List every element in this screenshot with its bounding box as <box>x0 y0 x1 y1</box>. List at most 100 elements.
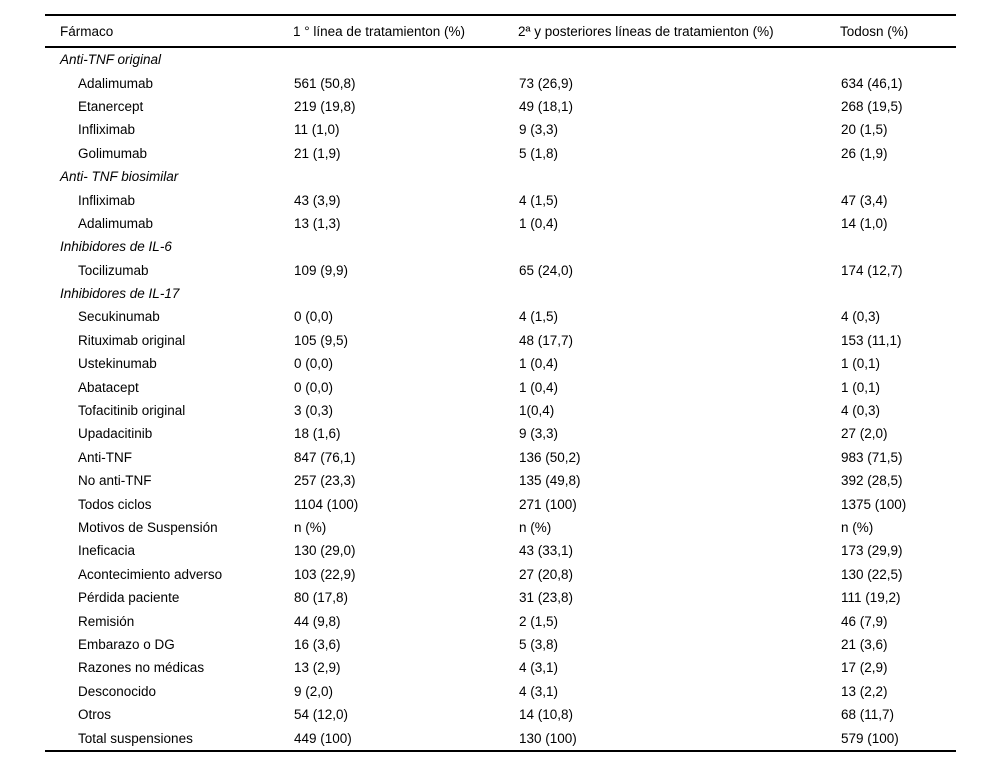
row-value: 17 (2,9) <box>841 660 888 676</box>
table-body: Anti-TNF original Adalimumab 561 (50,8) 73 … <box>45 47 956 751</box>
row-value: 44 (9,8) <box>294 613 341 629</box>
row-value: 2 (1,5) <box>519 613 559 629</box>
row-value: 271 (100) <box>519 496 577 512</box>
table-row: Remisión 44 (9,8) 2 (1,5) 46 (7,9) <box>45 609 956 632</box>
row-value: 173 (29,9) <box>841 543 903 559</box>
row-value: 14 (10,8) <box>519 707 574 723</box>
row-value: 103 (22,9) <box>294 566 356 582</box>
row-value: n (%) <box>294 520 327 535</box>
section-row: Inhibidores de IL-6 <box>45 235 956 258</box>
table-row: Razones no médicas 13 (2,9) 4 (3,1) 17 (2,9… <box>45 656 956 679</box>
row-label: Abatacept <box>78 379 139 395</box>
row-value: 46 (7,9) <box>841 613 888 629</box>
row-label: No anti-TNF <box>78 473 152 489</box>
row-value: 0 (0,0) <box>294 379 334 395</box>
row-value: 1 (0,1) <box>841 356 881 372</box>
table-row: Infliximab 43 (3,9) 4 (1,5) 47 (3,4) <box>45 188 956 211</box>
row-value: 136 (50,2) <box>519 449 581 465</box>
row-value: 1104 (100) <box>294 496 359 512</box>
section-label: Anti- TNF biosimilar <box>60 169 179 185</box>
table-row: Otros 54 (12,0) 14 (10,8) 68 (11,7) <box>45 703 956 726</box>
row-value: 13 (1,3) <box>294 215 341 231</box>
row-value: 449 (100) <box>294 730 352 746</box>
column-header-farmaco: Fármaco <box>60 23 114 39</box>
row-value: 561 (50,8) <box>294 75 356 91</box>
header-row: Fármaco 1 ° línea de tratamienton (%) 2ª… <box>45 15 956 47</box>
row-value: 48 (17,7) <box>519 332 574 348</box>
row-value: 111 (19,2) <box>841 590 901 606</box>
row-value: 105 (9,5) <box>294 332 349 348</box>
table-row: Desconocido 9 (2,0) 4 (3,1) 13 (2,2) <box>45 680 956 703</box>
column-header-later-lines: 2ª y posteriores líneas de tratamienton … <box>518 23 774 39</box>
row-label: Ustekinumab <box>78 356 157 372</box>
table-row: Rituximab original 105 (9,5) 48 (17,7) 153 … <box>45 329 956 352</box>
row-value: 130 (29,0) <box>294 543 356 559</box>
row-value: 135 (49,8) <box>519 473 581 489</box>
row-value: 43 (33,1) <box>519 543 574 559</box>
table-row: Golimumab 21 (1,9) 5 (1,8) 26 (1,9) <box>45 142 956 165</box>
row-value: 579 (100) <box>841 730 899 746</box>
row-value: 3 (0,3) <box>294 403 334 419</box>
row-label: Golimumab <box>78 145 148 161</box>
row-label: Remisión <box>78 613 135 629</box>
row-label: Anti-TNF <box>78 449 132 465</box>
table-row: Adalimumab 13 (1,3) 1 (0,4) 14 (1,0) <box>45 212 956 235</box>
row-label: Pérdida paciente <box>78 590 180 606</box>
table-row: Ustekinumab 0 (0,0) 1 (0,4) 1 (0,1) <box>45 352 956 375</box>
row-value: 80 (17,8) <box>294 590 349 606</box>
row-value: 13 (2,2) <box>841 683 888 699</box>
row-label: Infliximab <box>78 192 136 208</box>
row-value: 1 (0,4) <box>519 356 559 372</box>
row-label: Tofacitinib original <box>78 403 186 419</box>
row-value: 257 (23,3) <box>294 473 356 489</box>
row-label: Embarazo o DG <box>78 636 175 652</box>
row-label: Infliximab <box>78 122 136 138</box>
table-row: Motivos de Suspensión n (%) n (%) n (%) <box>45 516 956 539</box>
table-row: Abatacept 0 (0,0) 1 (0,4) 1 (0,1) <box>45 375 956 398</box>
row-label: Ineficacia <box>78 543 136 559</box>
section-row: Inhibidores de IL-17 <box>45 282 956 305</box>
table-header: Fármaco 1 ° línea de tratamienton (%) 2ª… <box>45 15 956 47</box>
table-row: Infliximab 11 (1,0) 9 (3,3) 20 (1,5) <box>45 118 956 141</box>
row-value: 9 (3,3) <box>519 122 559 138</box>
row-value: 1(0,4) <box>519 403 555 419</box>
row-value: 983 (71,5) <box>841 449 903 465</box>
row-value: 1 (0,1) <box>841 379 881 395</box>
row-value: 13 (2,9) <box>294 660 341 676</box>
row-label: Adalimumab <box>78 75 154 91</box>
row-value: 20 (1,5) <box>841 122 888 138</box>
row-value: 27 (2,0) <box>841 426 888 442</box>
row-label: Etanercept <box>78 98 144 114</box>
row-label: Tocilizumab <box>78 262 149 278</box>
row-value: 130 (22,5) <box>841 566 903 582</box>
table-row: Acontecimiento adverso 103 (22,9) 27 (20,8… <box>45 563 956 586</box>
row-value: 18 (1,6) <box>294 426 341 442</box>
row-value: 27 (20,8) <box>519 566 574 582</box>
row-value: 21 (1,9) <box>294 145 341 161</box>
row-value: 4 (3,1) <box>519 660 559 676</box>
table-row: Pérdida paciente 80 (17,8) 31 (23,8) 111 (1… <box>45 586 956 609</box>
row-label: Todos ciclos <box>78 496 152 512</box>
table-row: Etanercept 219 (19,8) 49 (18,1) 268 (19,5) <box>45 95 956 118</box>
row-value: 4 (0,3) <box>841 309 881 325</box>
row-label: Acontecimiento adverso <box>78 566 223 582</box>
section-label: Inhibidores de IL-17 <box>60 286 180 302</box>
row-value: 392 (28,5) <box>841 473 903 489</box>
row-label: Rituximab original <box>78 332 186 348</box>
row-value: 16 (3,6) <box>294 636 341 652</box>
row-value: n (%) <box>841 520 874 535</box>
row-label: Upadacitinib <box>78 426 153 442</box>
row-label: Desconocido <box>78 683 157 699</box>
row-value: 109 (9,9) <box>294 262 349 278</box>
table-row: Secukinumab 0 (0,0) 4 (1,5) 4 (0,3) <box>45 305 956 328</box>
row-value: 5 (1,8) <box>519 145 559 161</box>
row-value: 49 (18,1) <box>519 98 574 114</box>
row-value: 43 (3,9) <box>294 192 341 208</box>
drug-treatment-table-container: Fármaco 1 ° línea de tratamienton (%) 2ª… <box>45 14 956 752</box>
row-value: 0 (0,0) <box>294 356 334 372</box>
row-value: 153 (11,1) <box>841 332 902 348</box>
row-value: 21 (3,6) <box>841 636 888 652</box>
row-value: 4 (0,3) <box>841 403 881 419</box>
row-label: Otros <box>78 707 112 723</box>
row-value: 219 (19,8) <box>294 98 356 114</box>
